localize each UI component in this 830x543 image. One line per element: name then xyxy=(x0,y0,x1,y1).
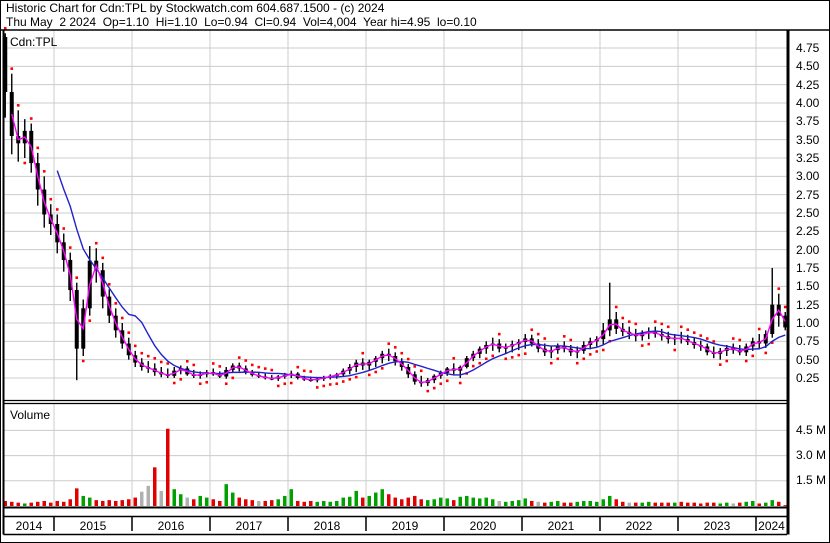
price-axis-tick-label: 3.75 xyxy=(796,114,820,129)
year-axis-label: 2022 xyxy=(625,519,653,533)
quote-summary-line: Thu May 2 2024 Op=1.10 Hi=1.10 Lo=0.94 C… xyxy=(6,15,477,29)
volume-axis-tick-label: 4.5 M xyxy=(796,422,827,437)
price-axis-tick-label: 0.75 xyxy=(796,334,820,349)
volume-axis-tick-label: 1.5 M xyxy=(796,473,827,488)
price-axis-tick-label: 1.00 xyxy=(796,315,820,330)
year-axis-label: 2021 xyxy=(547,519,575,533)
volume-bars xyxy=(3,428,787,507)
chart-title-line: Historic Chart for Cdn:TPL by Stockwatch… xyxy=(6,1,385,15)
year-axis-label: 2018 xyxy=(313,519,341,533)
year-axis-label: 2016 xyxy=(157,519,185,533)
price-panel-symbol-label: Cdn:TPL xyxy=(10,35,58,49)
year-axis-label: 2023 xyxy=(703,519,731,533)
ma-long-line xyxy=(56,170,786,379)
price-axis-tick-label: 4.25 xyxy=(796,77,820,92)
year-axis-label: 2019 xyxy=(391,519,419,533)
volume-axis-tick-label: 3.0 M xyxy=(796,448,827,463)
price-axis-tick-label: 1.75 xyxy=(796,260,820,275)
ma-short-line xyxy=(11,113,786,384)
price-axis-tick-label: 0.50 xyxy=(796,352,820,367)
price-axis-tick-label: 3.50 xyxy=(796,132,820,147)
price-axis-tick-label: 4.00 xyxy=(796,95,820,110)
year-axis-label: 2024 xyxy=(758,519,785,533)
price-axis-tick-label: 1.25 xyxy=(796,297,820,312)
parabolic-sar-dots xyxy=(3,27,787,393)
gridlines xyxy=(3,30,787,506)
year-axis-label: 2020 xyxy=(469,519,497,533)
price-axis-tick-label: 4.50 xyxy=(796,59,820,74)
price-axis-tick-label: 1.50 xyxy=(796,279,820,294)
year-axis-label: 2017 xyxy=(235,519,263,533)
volume-panel-label: Volume xyxy=(10,408,51,422)
year-axis-label: 2015 xyxy=(79,519,107,533)
price-axis-tick-label: 3.25 xyxy=(796,150,820,165)
price-axis-tick-label: 2.50 xyxy=(796,205,820,220)
price-axis-tick-label: 2.75 xyxy=(796,187,820,202)
price-axis-tick-label: 0.25 xyxy=(796,370,820,385)
price-axis-tick-label: 2.25 xyxy=(796,224,820,239)
price-axis-tick-label: 2.00 xyxy=(796,242,820,257)
year-axis-label: 2014 xyxy=(15,519,43,533)
price-axis-tick-label: 4.75 xyxy=(796,41,820,55)
price-axis-tick-label: 3.00 xyxy=(796,169,820,184)
